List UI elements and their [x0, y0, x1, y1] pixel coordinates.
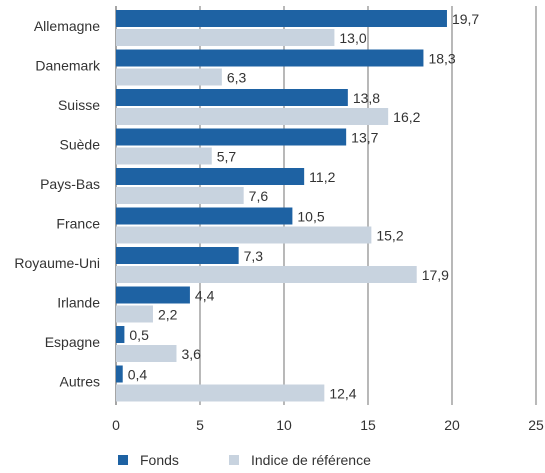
data-label-fonds: 13,7 — [351, 130, 378, 146]
data-label-fonds: 7,3 — [244, 248, 264, 264]
data-label-indice: 13,0 — [339, 30, 366, 46]
data-label-fonds: 0,5 — [129, 327, 149, 343]
x-tick-label: 25 — [528, 417, 544, 433]
data-label-indice: 5,7 — [217, 149, 237, 165]
data-label-indice: 12,4 — [329, 386, 356, 402]
category-label: Suède — [60, 137, 101, 153]
data-label-fonds: 18,3 — [428, 51, 455, 67]
data-label-indice: 3,6 — [181, 346, 201, 362]
bar-indice — [116, 305, 153, 323]
bar-fonds — [116, 326, 125, 343]
bar-indice — [116, 187, 244, 204]
x-tick-labels: 0 5 10 15 20 25 — [112, 417, 544, 433]
legend: Fonds Indice de référence — [0, 452, 545, 472]
data-label-indice: 6,3 — [227, 70, 247, 86]
data-label-fonds: 10,5 — [297, 209, 324, 225]
legend-item-indice: Indice de référence — [229, 452, 371, 468]
bar-indice — [116, 226, 372, 244]
data-label-fonds: 0,4 — [128, 367, 148, 383]
bar-fonds — [116, 207, 293, 225]
data-label-indice: 16,2 — [393, 109, 420, 125]
bar-indice — [116, 108, 389, 125]
data-label-fonds: 11,2 — [309, 169, 335, 185]
bar-fonds — [116, 89, 348, 106]
category-label: Pays-Bas — [40, 176, 100, 192]
bar-fonds — [116, 365, 123, 383]
category-label: Royaume-Uni — [14, 255, 100, 271]
data-label-indice: 7,6 — [249, 188, 269, 204]
category-labels: Allemagne Danemark Suisse Suède Pays-Bas Fran… — [14, 18, 101, 390]
category-label: Suisse — [58, 97, 100, 113]
bar-fonds — [116, 128, 347, 146]
bar-fonds — [116, 247, 239, 264]
category-label: France — [56, 216, 100, 232]
category-label: Danemark — [35, 58, 101, 74]
data-label-indice: 2,2 — [158, 307, 178, 323]
legend-swatch-fonds — [118, 455, 128, 465]
x-tick-label: 0 — [112, 417, 120, 433]
bar-indice — [116, 147, 212, 165]
bars — [116, 10, 447, 402]
bar-indice — [116, 29, 335, 46]
data-label-indice: 17,9 — [422, 267, 449, 283]
legend-label-indice: Indice de référence — [251, 452, 371, 468]
legend-swatch-indice — [229, 455, 239, 465]
bar-fonds — [116, 10, 447, 27]
data-label-fonds: 19,7 — [452, 11, 479, 27]
x-tick-label: 10 — [276, 417, 292, 433]
data-label-fonds: 13,8 — [353, 90, 380, 106]
data-label-indice: 15,2 — [376, 228, 403, 244]
bar-fonds — [116, 286, 190, 304]
category-label: Irlande — [57, 295, 100, 311]
x-tick-label: 15 — [360, 417, 376, 433]
x-tick-label: 20 — [444, 417, 460, 433]
bar-indice — [116, 384, 325, 402]
category-label: Espagne — [45, 334, 100, 350]
legend-item-fonds: Fonds — [118, 452, 179, 468]
bar-indice — [116, 266, 417, 283]
bar-indice — [116, 68, 222, 86]
category-label: Autres — [60, 374, 100, 390]
bar-fonds — [116, 168, 305, 185]
bar-fonds — [116, 49, 424, 67]
category-label: Allemagne — [34, 18, 100, 34]
data-label-fonds: 4,4 — [195, 288, 215, 304]
data-labels: 19,7 13,0 18,3 6,3 13,8 16,2 13,7 5,7 11,2 7,6 10,… — [128, 11, 480, 402]
legend-label-fonds: Fonds — [140, 452, 179, 468]
bar-indice — [116, 345, 177, 362]
x-tick-label: 5 — [196, 417, 204, 433]
